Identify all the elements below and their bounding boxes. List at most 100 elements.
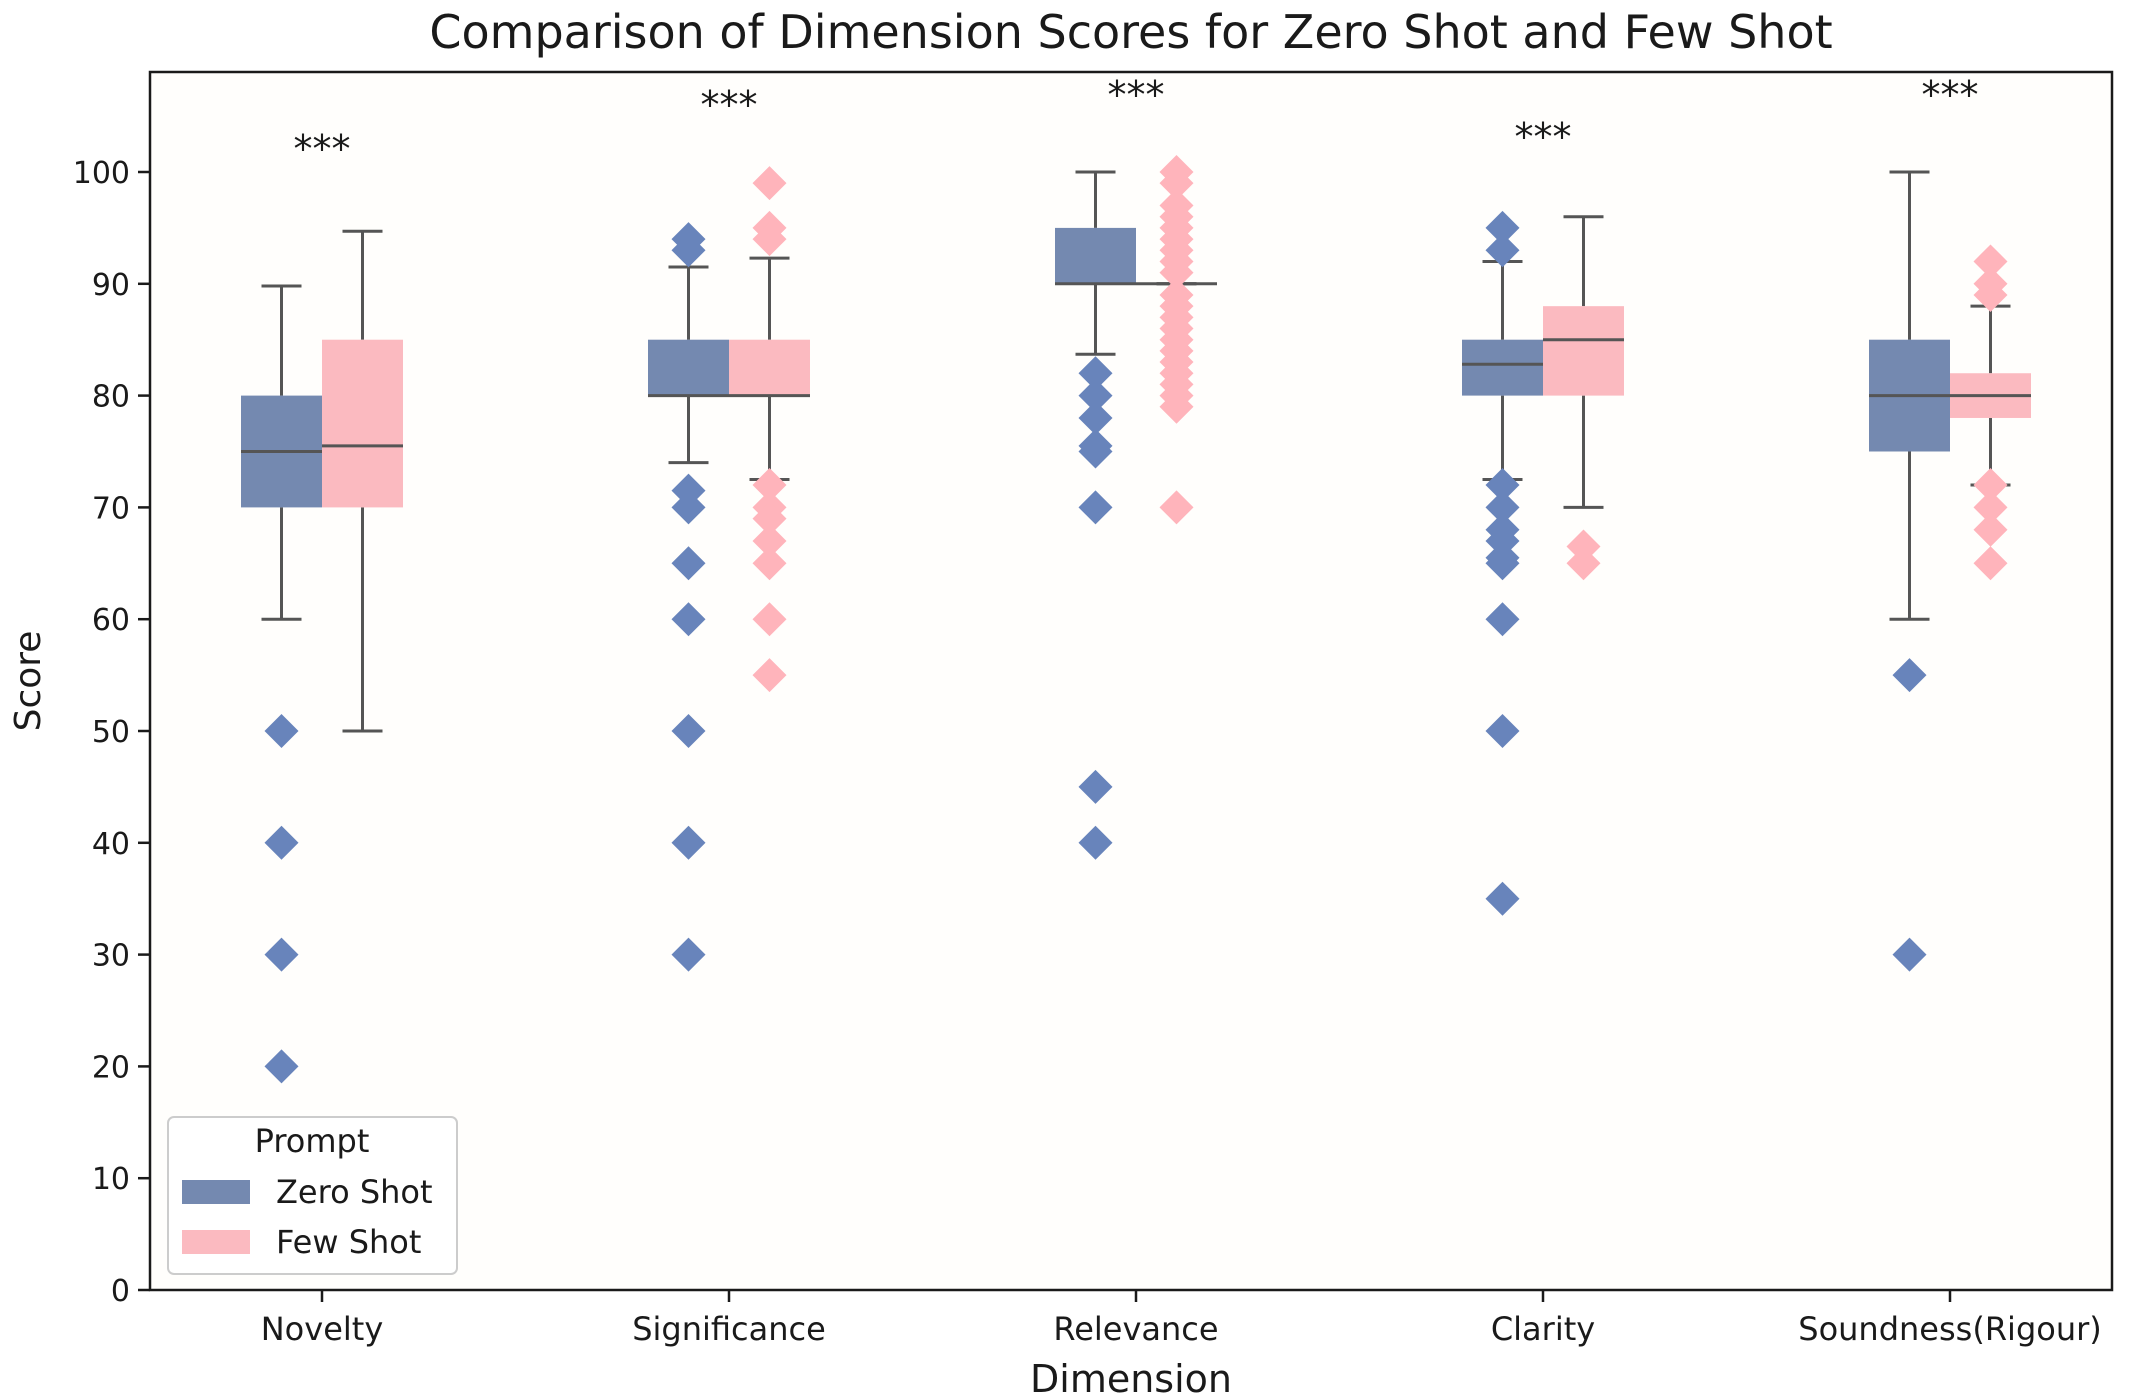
box-group <box>1950 244 2031 581</box>
box-group <box>648 222 729 972</box>
outlier-point <box>752 468 787 503</box>
outlier-point <box>752 523 787 558</box>
significance-label: *** <box>1108 73 1165 117</box>
outlier-point <box>1485 233 1520 268</box>
box-iqr <box>1543 306 1624 396</box>
legend-swatch-few-shot <box>182 1230 250 1254</box>
legend-title: Prompt <box>255 1122 370 1160</box>
box-group <box>241 284 322 1084</box>
significance-label: *** <box>294 127 351 171</box>
legend-label-few-shot: Few Shot <box>276 1223 421 1261</box>
outlier-point <box>752 602 787 637</box>
outlier-point <box>1078 400 1113 435</box>
outlier-point <box>1078 356 1113 391</box>
outlier-point <box>1973 512 2008 547</box>
x-tick-label: Significance <box>632 1310 826 1348</box>
outlier-point <box>1892 658 1927 693</box>
y-tick-label: 90 <box>92 268 130 303</box>
box-group <box>1869 170 1950 972</box>
x-axis-label: Dimension <box>1030 1357 1232 1394</box>
y-tick-label: 50 <box>92 715 130 750</box>
box-iqr <box>1462 339 1543 396</box>
outlier-point <box>1485 490 1520 525</box>
series-few-shot <box>322 155 2031 733</box>
x-tick-label: Relevance <box>1053 1310 1218 1348</box>
y-tick-label: 20 <box>92 1050 130 1085</box>
x-tick-label: Clarity <box>1491 1310 1595 1348</box>
outlier-point <box>752 501 787 536</box>
outlier-point <box>1159 389 1194 424</box>
outlier-point <box>1485 602 1520 637</box>
outlier-point <box>264 825 299 860</box>
box-group <box>1055 170 1136 860</box>
chart-title: Comparison of Dimension Scores for Zero … <box>429 5 1832 59</box>
significance-label: *** <box>701 83 758 127</box>
outlier-point <box>1973 546 2008 581</box>
box-group <box>1462 210 1543 916</box>
significance-markers: *** *** *** *** *** <box>294 73 1979 171</box>
outlier-point <box>1159 255 1194 290</box>
significance-label: *** <box>1515 115 1572 159</box>
y-tick-label: 0 <box>111 1274 130 1309</box>
outlier-point <box>264 714 299 748</box>
y-axis-label: Score <box>8 631 49 732</box>
outlier-point <box>1078 769 1113 804</box>
outlier-point <box>264 1049 299 1084</box>
box-iqr <box>322 339 403 508</box>
legend: Prompt Zero Shot Few Shot <box>167 1116 458 1275</box>
outlier-point <box>1159 490 1194 525</box>
outlier-point <box>1892 937 1927 972</box>
box-group <box>729 166 810 693</box>
y-tick-label: 30 <box>92 939 130 974</box>
outlier-point <box>1485 714 1520 748</box>
outlier-point <box>752 222 787 257</box>
box-iqr <box>648 339 729 396</box>
box-iqr <box>1055 227 1136 284</box>
series-zero-shot <box>241 170 1950 1084</box>
outlier-point <box>1566 546 1601 581</box>
outlier-point <box>671 825 706 860</box>
outlier-point <box>671 233 706 268</box>
legend-swatch-zero-shot <box>182 1180 250 1204</box>
outlier-point <box>671 714 706 748</box>
box-iqr <box>729 339 810 396</box>
outlier-point <box>1973 468 2008 503</box>
outlier-point <box>1485 546 1520 581</box>
box-plot-series <box>241 155 2031 1084</box>
outlier-point <box>752 166 787 201</box>
plot-area-frame <box>148 70 2114 1292</box>
outlier-point <box>1078 490 1113 525</box>
box-group <box>1543 215 1624 581</box>
y-tick-label: 40 <box>92 827 130 862</box>
y-tick-label: 100 <box>73 156 130 191</box>
x-tick-label: Soundness(Rigour) <box>1798 1310 2102 1348</box>
outlier-point <box>671 490 706 525</box>
box-group <box>1136 155 1217 525</box>
outlier-point <box>1485 468 1520 503</box>
outlier-point <box>1078 434 1113 469</box>
box-group <box>322 229 403 733</box>
outlier-point <box>264 937 299 972</box>
outlier-point <box>671 546 706 581</box>
y-tick-label: 10 <box>92 1162 130 1197</box>
y-tick-label: 80 <box>92 380 130 415</box>
outlier-point <box>1159 166 1194 201</box>
outlier-point <box>671 602 706 637</box>
outlier-point <box>1973 490 2008 525</box>
legend-label-zero-shot: Zero Shot <box>276 1173 433 1211</box>
outlier-point <box>1973 277 2008 312</box>
y-axis: 0 10 20 30 40 50 60 70 80 90 100 <box>73 156 150 1309</box>
outlier-point <box>752 658 787 693</box>
outlier-point <box>1485 881 1520 916</box>
outlier-point <box>1078 378 1113 413</box>
outlier-point <box>1973 244 2008 279</box>
y-tick-label: 70 <box>92 491 130 526</box>
outlier-point <box>752 546 787 581</box>
outlier-point <box>671 937 706 972</box>
outlier-point <box>1485 210 1520 245</box>
significance-label: *** <box>1922 73 1979 117</box>
x-axis: Novelty Significance Relevance Clarity Sound… <box>261 1290 2102 1348</box>
outlier-point <box>1078 825 1113 860</box>
x-tick-label: Novelty <box>261 1310 384 1348</box>
